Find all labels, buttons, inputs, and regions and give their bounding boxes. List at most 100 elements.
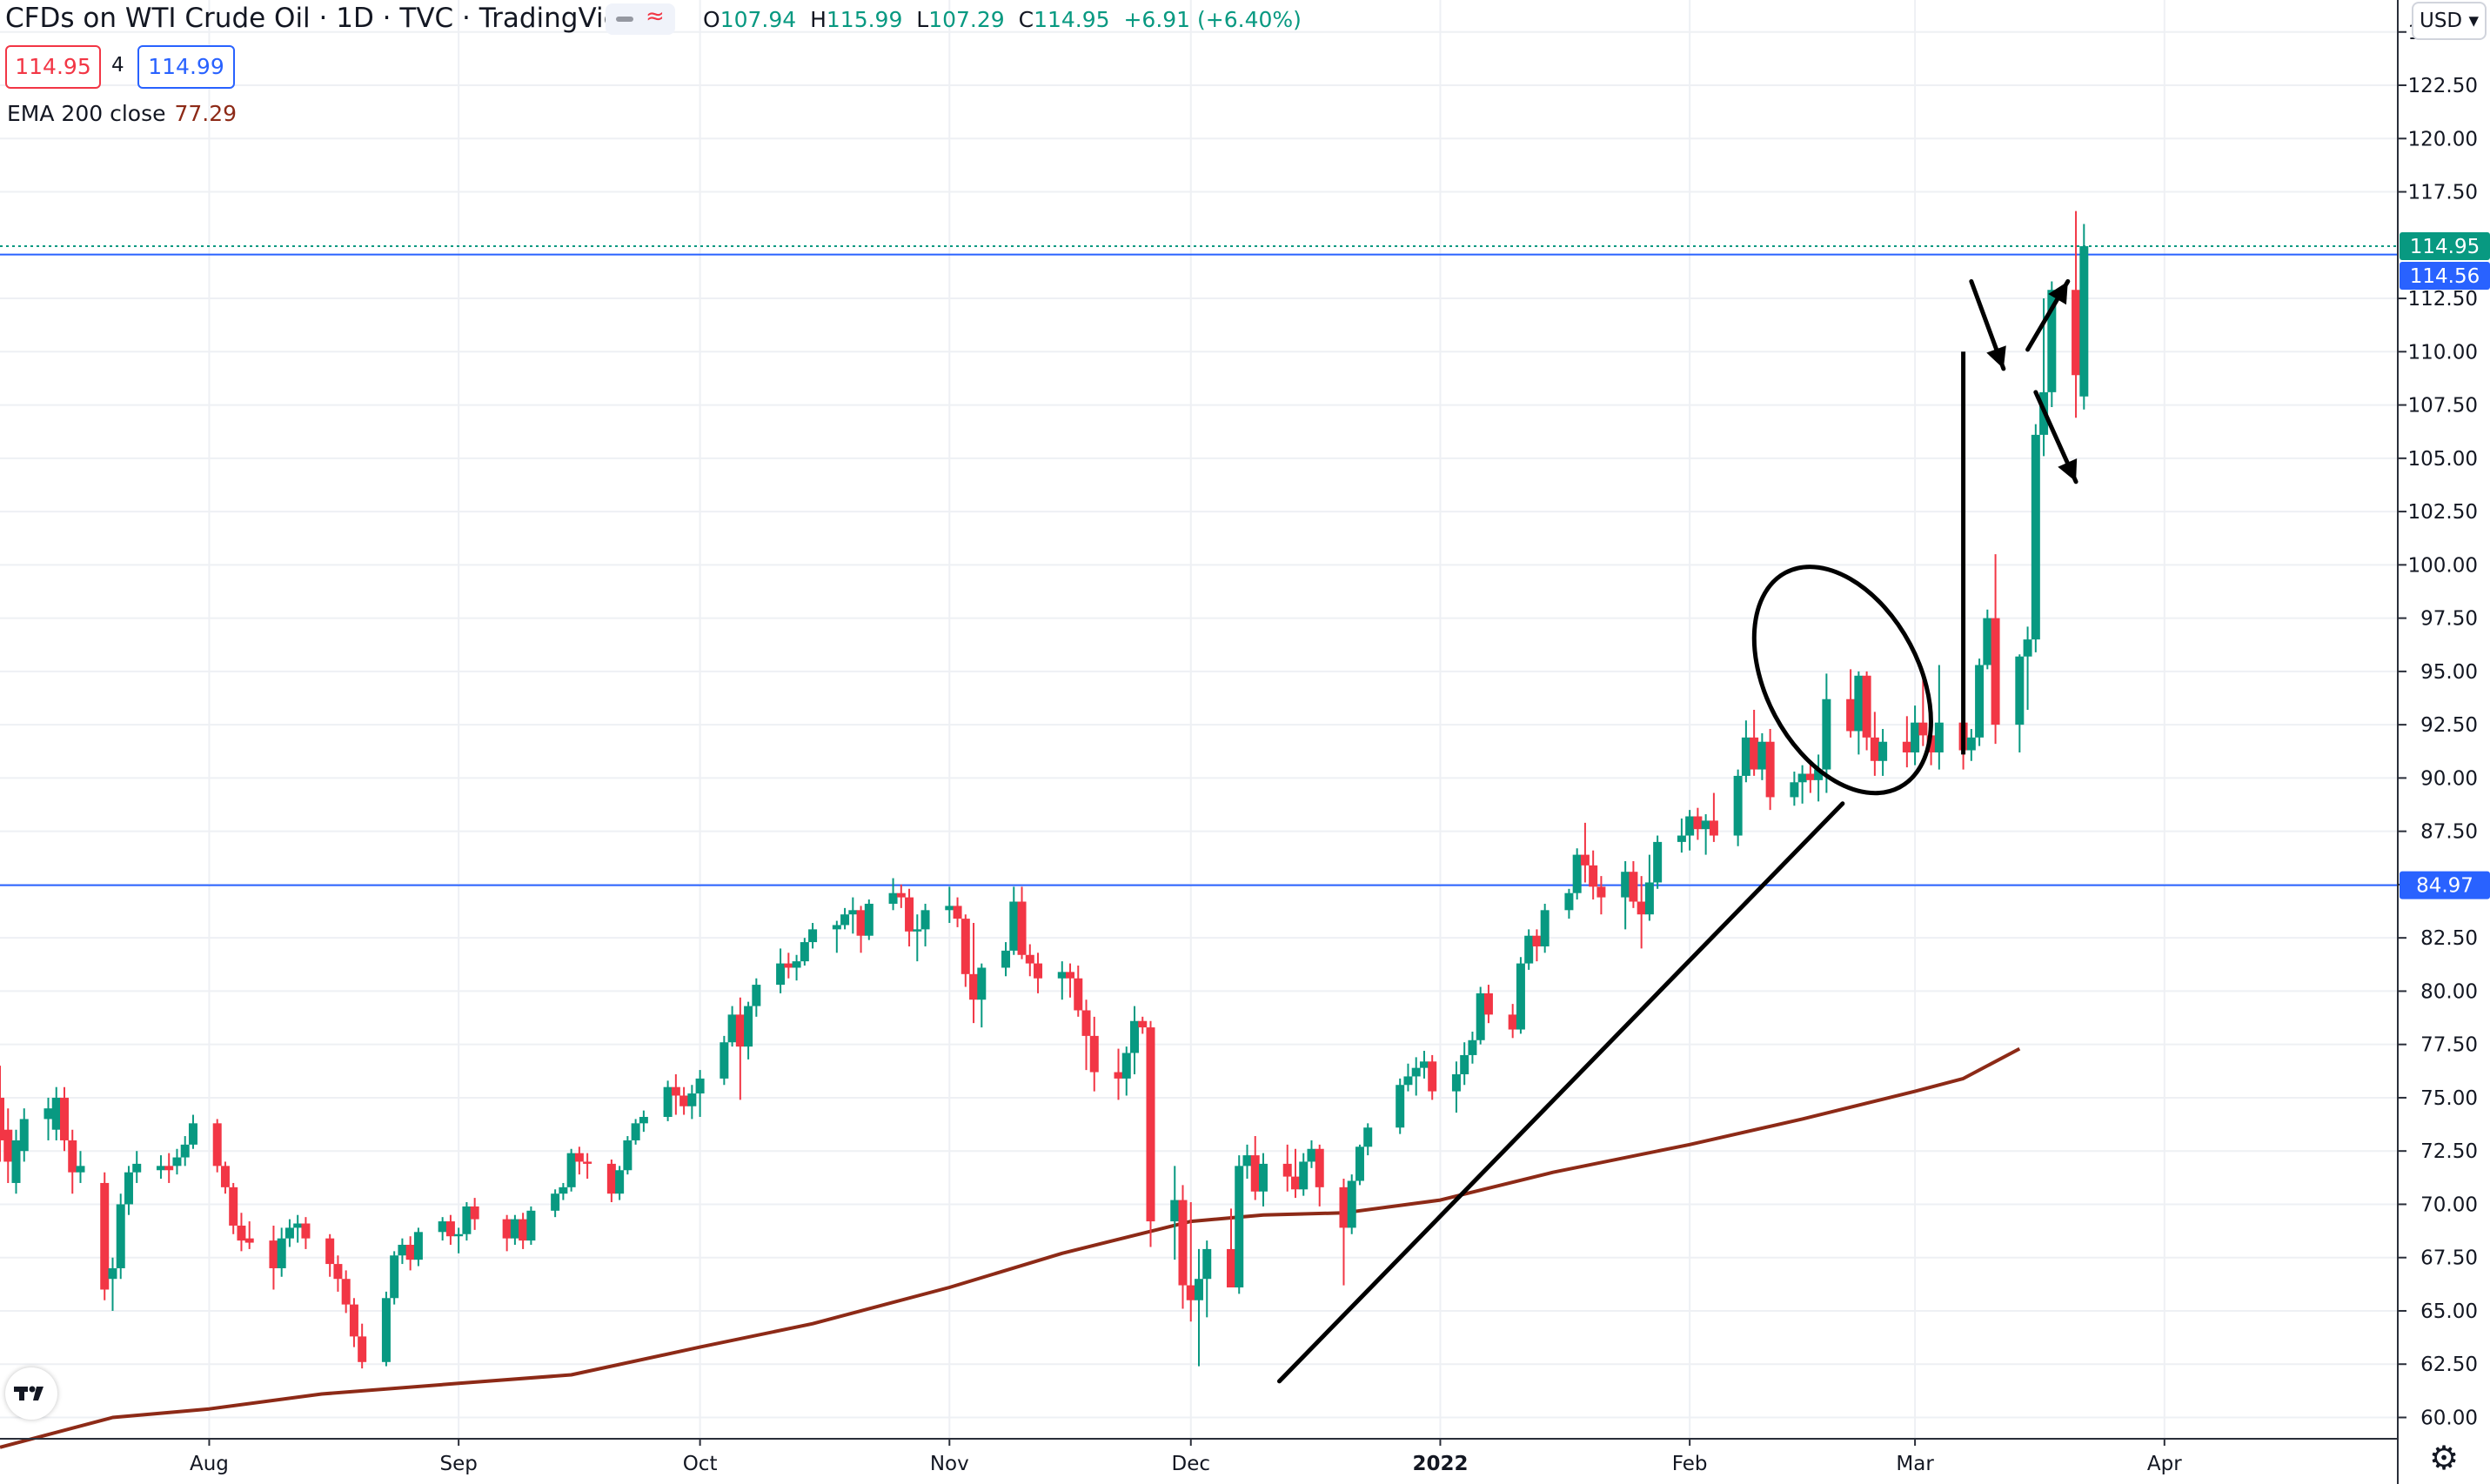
candle-body (1428, 1061, 1437, 1092)
candle-up (832, 920, 841, 953)
arrow-head (2058, 458, 2078, 482)
candle-body (1983, 618, 1992, 665)
candle-up (462, 1202, 472, 1241)
candle-body (358, 1336, 367, 1362)
candle-body (945, 906, 954, 911)
candle-down (896, 884, 906, 908)
chevron-down-icon: ▾ (2468, 10, 2479, 32)
candle-up (848, 897, 858, 934)
candle-body (1130, 1020, 1140, 1053)
candle-down (229, 1182, 238, 1234)
candle-body (0, 1097, 4, 1140)
candle-up (720, 1035, 729, 1086)
candle-down (470, 1198, 479, 1230)
minus-icon (616, 17, 633, 22)
candle-body (1589, 865, 1598, 887)
candle-body (1822, 699, 1831, 770)
candle-up (615, 1166, 625, 1200)
candle-body (1750, 737, 1759, 770)
candle-down (856, 906, 866, 953)
candle-up (454, 1227, 464, 1253)
candle-up (1460, 1042, 1469, 1086)
candle-up (727, 1006, 737, 1047)
candle-body (180, 1144, 190, 1158)
candle-up (1757, 732, 1767, 780)
candle-up (1130, 1006, 1140, 1074)
currency-select[interactable]: USD ▾ (2412, 2, 2487, 40)
candle-up (76, 1151, 85, 1183)
candle-up (293, 1214, 303, 1243)
candle-up (744, 1001, 753, 1060)
candle-body (1685, 816, 1695, 836)
candle-down (0, 1066, 4, 1162)
candle-up (945, 886, 954, 924)
candle-up (1258, 1153, 1268, 1207)
candle-body (735, 1014, 745, 1047)
candle-down (969, 923, 979, 1024)
candle-down (1918, 673, 1928, 746)
chart-type-toggle[interactable]: ≈ (606, 3, 675, 35)
y-tick-label: 105.00 (2408, 448, 2478, 471)
candle-up (1934, 665, 1944, 770)
candle-up (913, 914, 922, 962)
tradingview-logo-icon[interactable] (5, 1367, 57, 1420)
candle-body (237, 1225, 246, 1241)
candle-body (1918, 722, 1928, 736)
candle-up (631, 1119, 640, 1145)
symbol-title[interactable]: CFDs on WTI Crude Oil · 1D · TVC · Tradi… (5, 3, 643, 34)
candle-down (325, 1233, 335, 1277)
arrow-head (1986, 345, 2006, 369)
candle-down (1034, 953, 1043, 993)
candle-body (606, 1163, 616, 1194)
candle-body (2072, 290, 2081, 376)
candle-down (1846, 669, 1856, 738)
candle-down (2072, 211, 2081, 418)
candle-body (1741, 737, 1750, 776)
candle-up (1009, 886, 1019, 955)
candle-down (1483, 985, 1493, 1024)
candle-up (1202, 1240, 1212, 1318)
candle-body (333, 1264, 343, 1280)
candle-body (1411, 1067, 1421, 1077)
indicator-legend[interactable]: EMA 200 close 77.29 (7, 101, 237, 126)
time-axis[interactable]: Aug Sep Oct Nov Dec 2022 Feb Mar Apr (190, 1439, 2182, 1475)
gear-icon[interactable]: ⚙ (2429, 1439, 2460, 1477)
y-tick-label: 102.50 (2408, 501, 2478, 524)
candle-down (1250, 1136, 1260, 1200)
candle-body (1966, 737, 1976, 751)
candle-body (631, 1123, 640, 1140)
candle-body (11, 1140, 21, 1183)
candle-down (3, 1108, 13, 1183)
candle-down (574, 1146, 584, 1175)
candle-body (1532, 935, 1542, 946)
candle-up (792, 954, 801, 981)
candle-body (2015, 656, 2025, 725)
candle-up (1854, 671, 1864, 755)
ema-200-line (0, 1046, 2021, 1449)
candle-body (398, 1245, 407, 1256)
candle-body (454, 1233, 464, 1237)
candle-down (1765, 729, 1775, 811)
candle-body (1299, 1161, 1309, 1190)
candle-body (551, 1193, 560, 1211)
candle-up (1733, 769, 1743, 846)
candle-up (1741, 720, 1750, 783)
candle-body (1146, 1027, 1155, 1222)
candle-up (920, 903, 930, 946)
candle-up (108, 1257, 117, 1311)
candle-up (132, 1151, 142, 1183)
candle-body (1355, 1146, 1364, 1181)
highlight-ellipse (1751, 565, 1933, 796)
candle-up (639, 1110, 648, 1133)
x-tick-label: Nov (930, 1453, 969, 1475)
sell-price-button[interactable]: 114.95 (5, 45, 101, 89)
candle-up (663, 1080, 673, 1121)
candle-up (808, 923, 818, 949)
candle-body (1757, 741, 1767, 770)
candle-body (1846, 699, 1856, 732)
candle-body (1701, 820, 1710, 830)
candle-body (1242, 1155, 1252, 1166)
x-tick-label: Apr (2147, 1453, 2182, 1475)
buy-price-button[interactable]: 114.99 (137, 45, 235, 89)
